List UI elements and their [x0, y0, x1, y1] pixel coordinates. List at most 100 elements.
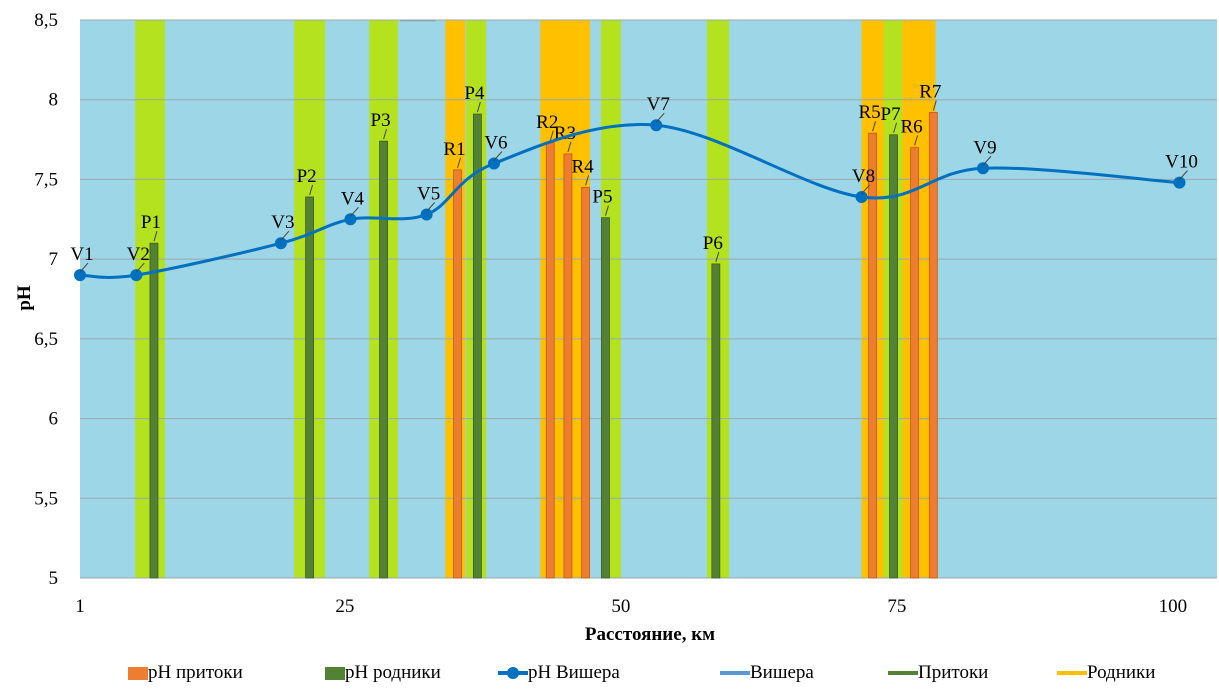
leader-line [872, 121, 877, 132]
leader-line [135, 262, 145, 273]
tributary-bar-r4 [581, 186, 590, 579]
data-label-p1: P1 [141, 212, 161, 233]
data-label-r2: R2 [536, 112, 558, 133]
spring-bar-p1 [149, 242, 159, 579]
leader-line [350, 206, 359, 217]
leader-line [153, 231, 158, 242]
leader-line [585, 175, 590, 186]
legend-line-swatch [1057, 671, 1087, 675]
plot-background [80, 20, 1217, 578]
y-tick-label: 7,5 [34, 169, 58, 190]
vishera-point-v5 [420, 208, 433, 221]
legend-item: pH Вишера [498, 660, 620, 686]
y-tick-label: 5 [49, 568, 59, 589]
y-tick-label: 6,5 [34, 329, 58, 350]
vishera-point-v3 [274, 237, 287, 250]
vishera-point-v2 [130, 269, 143, 282]
data-label-p6: P6 [703, 233, 723, 254]
data-label-v2: V2 [127, 244, 150, 265]
y-tick-label: 7 [49, 249, 59, 270]
legend-line-swatch [720, 671, 750, 675]
leader-line [476, 101, 481, 113]
vishera-point-v4 [344, 213, 357, 226]
leader-line [280, 230, 290, 241]
leader-line [861, 184, 870, 195]
data-label-r7: R7 [919, 81, 941, 102]
spring-bar-p3 [379, 140, 388, 579]
vishera-point-v9 [976, 162, 989, 175]
y-axis-ticks: 5 5,5 6 6,5 7 7,5 8 8,5 [34, 10, 58, 589]
leader-line [715, 251, 720, 263]
data-label-p3: P3 [371, 110, 391, 131]
legend-label: pH притоки [148, 662, 243, 683]
x-tick-label: 25 [335, 596, 354, 617]
y-tick-label: 8,5 [34, 10, 58, 31]
vishera-point-v6 [487, 157, 500, 170]
data-label-v1: V1 [70, 244, 93, 265]
data-label-p4: P4 [464, 83, 485, 104]
data-label-v4: V4 [341, 188, 365, 209]
vishera-ph-line [79, 123, 1180, 279]
leader-line [383, 129, 388, 140]
data-label-v3: V3 [271, 212, 294, 233]
spring-bar-p5 [601, 217, 610, 579]
data-label-v8: V8 [852, 166, 875, 187]
spring-bar-p7 [889, 134, 898, 579]
data-label-p5: P5 [592, 187, 612, 208]
legend-item: Вишера [720, 660, 814, 686]
data-label-v6: V6 [484, 132, 507, 153]
data-label-r5: R5 [858, 102, 880, 123]
legend-label: Вишера [750, 662, 814, 683]
legend: pH притоки pH родники pH Вишера Вишера Прито… [0, 660, 1219, 686]
x-axis-title: Расстояние, км [585, 624, 715, 645]
y-tick-label: 5,5 [34, 488, 58, 509]
legend-label: Притоки [918, 662, 989, 683]
vishera-point-v10 [1173, 176, 1186, 189]
legend-label: pH родники [345, 662, 441, 683]
legend-item: pH родники [325, 660, 441, 686]
x-tick-label: 75 [887, 596, 906, 617]
leader-line [493, 151, 503, 161]
leader-line [567, 141, 572, 153]
legend-bar-swatch [325, 666, 345, 680]
data-label-v5: V5 [417, 184, 440, 205]
leader-line [932, 100, 937, 111]
leader-line [655, 112, 665, 123]
data-label-v7: V7 [647, 94, 670, 115]
legend-label: pH Вишера [528, 662, 620, 683]
y-tick-label: 8 [49, 90, 59, 111]
tributary-bar-r1 [453, 169, 462, 579]
leader-line [549, 130, 554, 141]
legend-bar-swatch [128, 666, 148, 680]
data-label-v9: V9 [973, 137, 996, 158]
y-tick-label: 6 [49, 409, 59, 430]
x-axis-ticks: 1 25 50 75 100 [75, 596, 1187, 617]
data-label-p7: P7 [881, 104, 901, 125]
vishera-point-v7 [650, 119, 663, 132]
leader-line [604, 205, 609, 216]
leader-line [914, 135, 919, 146]
leader-line [893, 122, 898, 133]
vishera-point-v8 [855, 190, 868, 203]
leader-line [1179, 170, 1188, 180]
legend-item: Родники [1057, 660, 1155, 686]
tributary-bar-r2 [545, 142, 555, 579]
legend-label: Родники [1087, 662, 1156, 683]
data-label-v10: V10 [1165, 152, 1198, 173]
data-label-r6: R6 [900, 117, 922, 138]
legend-marker [507, 667, 519, 679]
leader-line [982, 155, 992, 166]
vishera-point-v1 [74, 269, 86, 282]
legend-line-swatch [888, 671, 918, 675]
tributary-bar-r5 [868, 132, 877, 579]
legend-line-swatch [498, 667, 528, 679]
tributary-bar-r7 [928, 112, 938, 579]
data-label-p2: P2 [297, 166, 317, 187]
y-axis-title: pH [14, 285, 35, 311]
leader-line [79, 262, 89, 273]
tributary-bar-r6 [910, 147, 919, 579]
x-tick-label: 50 [611, 596, 630, 617]
legend-item: Притоки [888, 660, 988, 686]
